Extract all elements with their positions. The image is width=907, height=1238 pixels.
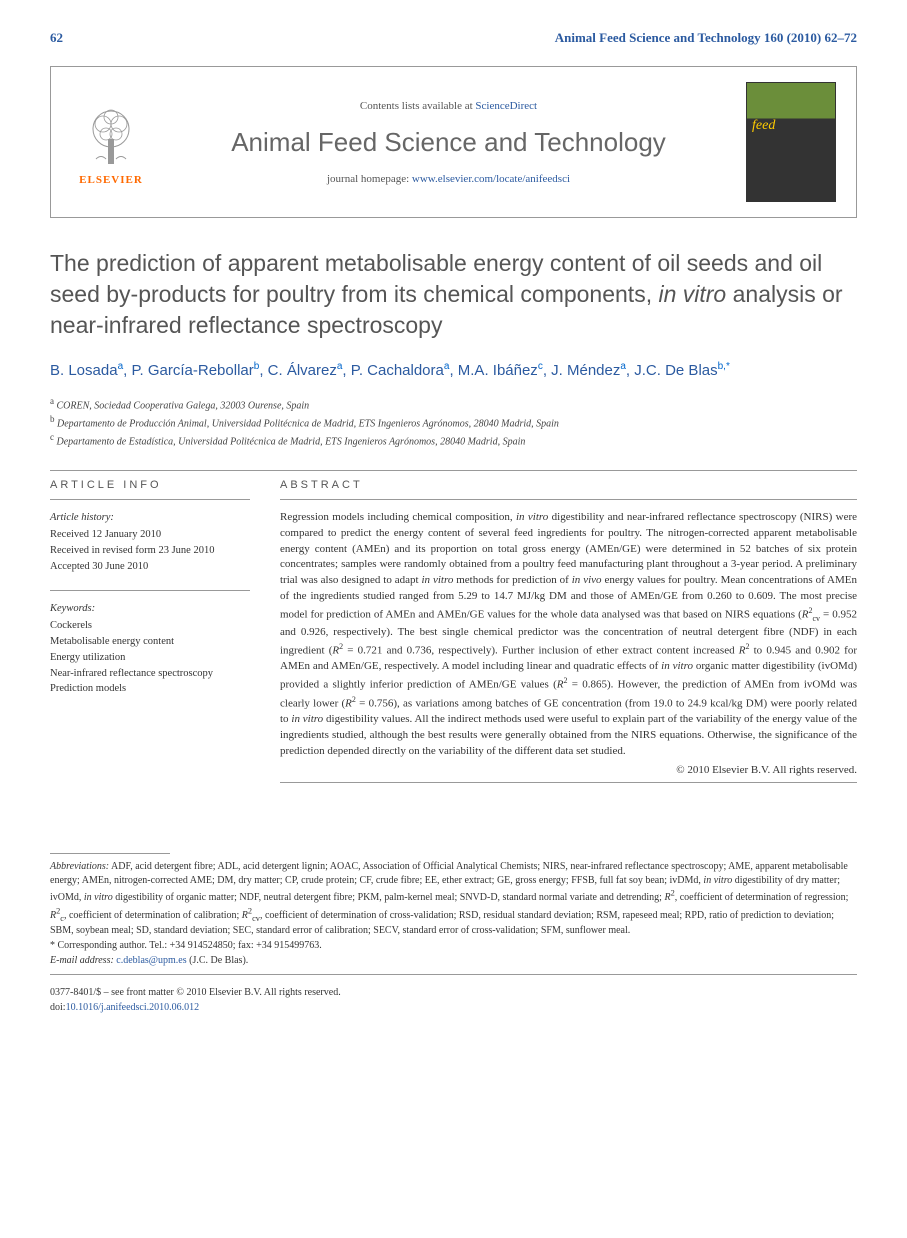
abstract-header: ABSTRACT xyxy=(280,479,857,491)
email-author: (J.C. De Blas). xyxy=(189,955,248,966)
homepage-line: journal homepage: www.elsevier.com/locat… xyxy=(171,173,726,185)
journal-reference: Animal Feed Science and Technology 160 (… xyxy=(555,30,857,46)
elsevier-logo: ELSEVIER xyxy=(71,92,151,192)
abstract-divider xyxy=(280,499,857,500)
contents-available-line: Contents lists available at ScienceDirec… xyxy=(171,100,726,112)
corresponding-email-link[interactable]: c.deblas@upm.es xyxy=(116,955,186,966)
history-line: Accepted 30 June 2010 xyxy=(50,559,250,575)
abstract-divider xyxy=(280,782,857,783)
corresponding-contact: * Corresponding author. Tel.: +34 914524… xyxy=(50,938,857,953)
doi-line: doi:10.1016/j.anifeedsci.2010.06.012 xyxy=(50,1000,857,1015)
affiliation-line: b Departamento de Producción Animal, Uni… xyxy=(50,413,857,431)
info-divider xyxy=(50,590,250,591)
author-list: B. Losadaa, P. García-Rebollarb, C. Álva… xyxy=(50,359,857,383)
article-info-header: ARTICLE INFO xyxy=(50,479,250,491)
short-divider xyxy=(50,853,170,854)
abstract-column: ABSTRACT Regression models including che… xyxy=(280,479,857,794)
keyword-line: Prediction models xyxy=(50,681,250,697)
sciencedirect-link[interactable]: ScienceDirect xyxy=(475,100,537,112)
journal-cover-thumbnail: feed xyxy=(746,82,836,202)
abbreviations-text: ADF, acid detergent fibre; ADL, acid det… xyxy=(50,861,848,936)
journal-masthead: ELSEVIER Contents lists available at Sci… xyxy=(50,66,857,218)
journal-title: Animal Feed Science and Technology xyxy=(171,127,726,158)
cover-title-text: feed xyxy=(752,118,775,134)
history-line: Received 12 January 2010 xyxy=(50,527,250,543)
keyword-line: Metabolisable energy content xyxy=(50,634,250,650)
footer-divider xyxy=(50,974,857,975)
keyword-line: Cockerels xyxy=(50,618,250,634)
footer-section: Abbreviations: ADF, acid detergent fibre… xyxy=(50,853,857,1015)
doi-link[interactable]: 10.1016/j.anifeedsci.2010.06.012 xyxy=(66,1002,200,1013)
page-number: 62 xyxy=(50,30,63,45)
keyword-line: Near-infrared reflectance spectroscopy xyxy=(50,666,250,682)
keyword-line: Energy utilization xyxy=(50,650,250,666)
affiliations-list: a COREN, Sociedad Cooperativa Galega, 32… xyxy=(50,395,857,450)
affiliation-line: a COREN, Sociedad Cooperativa Galega, 32… xyxy=(50,395,857,413)
email-label: E-mail address: xyxy=(50,955,114,966)
article-info-column: ARTICLE INFO Article history: Received 1… xyxy=(50,479,250,794)
elsevier-label: ELSEVIER xyxy=(79,174,143,186)
masthead-center: Contents lists available at ScienceDirec… xyxy=(151,100,746,185)
doi-label: doi: xyxy=(50,1002,66,1013)
info-abstract-columns: ARTICLE INFO Article history: Received 1… xyxy=(50,479,857,794)
email-line: E-mail address: c.deblas@upm.es (J.C. De… xyxy=(50,953,857,968)
elsevier-tree-icon xyxy=(81,99,141,169)
abbreviations-block: Abbreviations: ADF, acid detergent fibre… xyxy=(50,860,857,938)
abbreviations-label: Abbreviations: xyxy=(50,861,109,872)
section-divider xyxy=(50,470,857,471)
issn-copyright-line: 0377-8401/$ – see front matter © 2010 El… xyxy=(50,985,857,1000)
keywords-label: Keywords: xyxy=(50,601,250,617)
copyright-line: © 2010 Elsevier B.V. All rights reserved… xyxy=(280,764,857,776)
history-line: Received in revised form 23 June 2010 xyxy=(50,543,250,559)
article-history-block: Article history: Received 12 January 201… xyxy=(50,510,250,575)
history-label: Article history: xyxy=(50,510,250,526)
affiliation-line: c Departamento de Estadística, Universid… xyxy=(50,431,857,449)
keywords-block: Keywords: CockerelsMetabolisable energy … xyxy=(50,601,250,698)
corresponding-author-block: * Corresponding author. Tel.: +34 914524… xyxy=(50,938,857,968)
info-divider xyxy=(50,499,250,500)
article-title: The prediction of apparent metabolisable… xyxy=(50,248,857,341)
running-header: 62 Animal Feed Science and Technology 16… xyxy=(50,30,857,46)
doi-section: 0377-8401/$ – see front matter © 2010 El… xyxy=(50,985,857,1015)
abstract-text: Regression models including chemical com… xyxy=(280,510,857,761)
journal-homepage-link[interactable]: www.elsevier.com/locate/anifeedsci xyxy=(412,173,570,185)
